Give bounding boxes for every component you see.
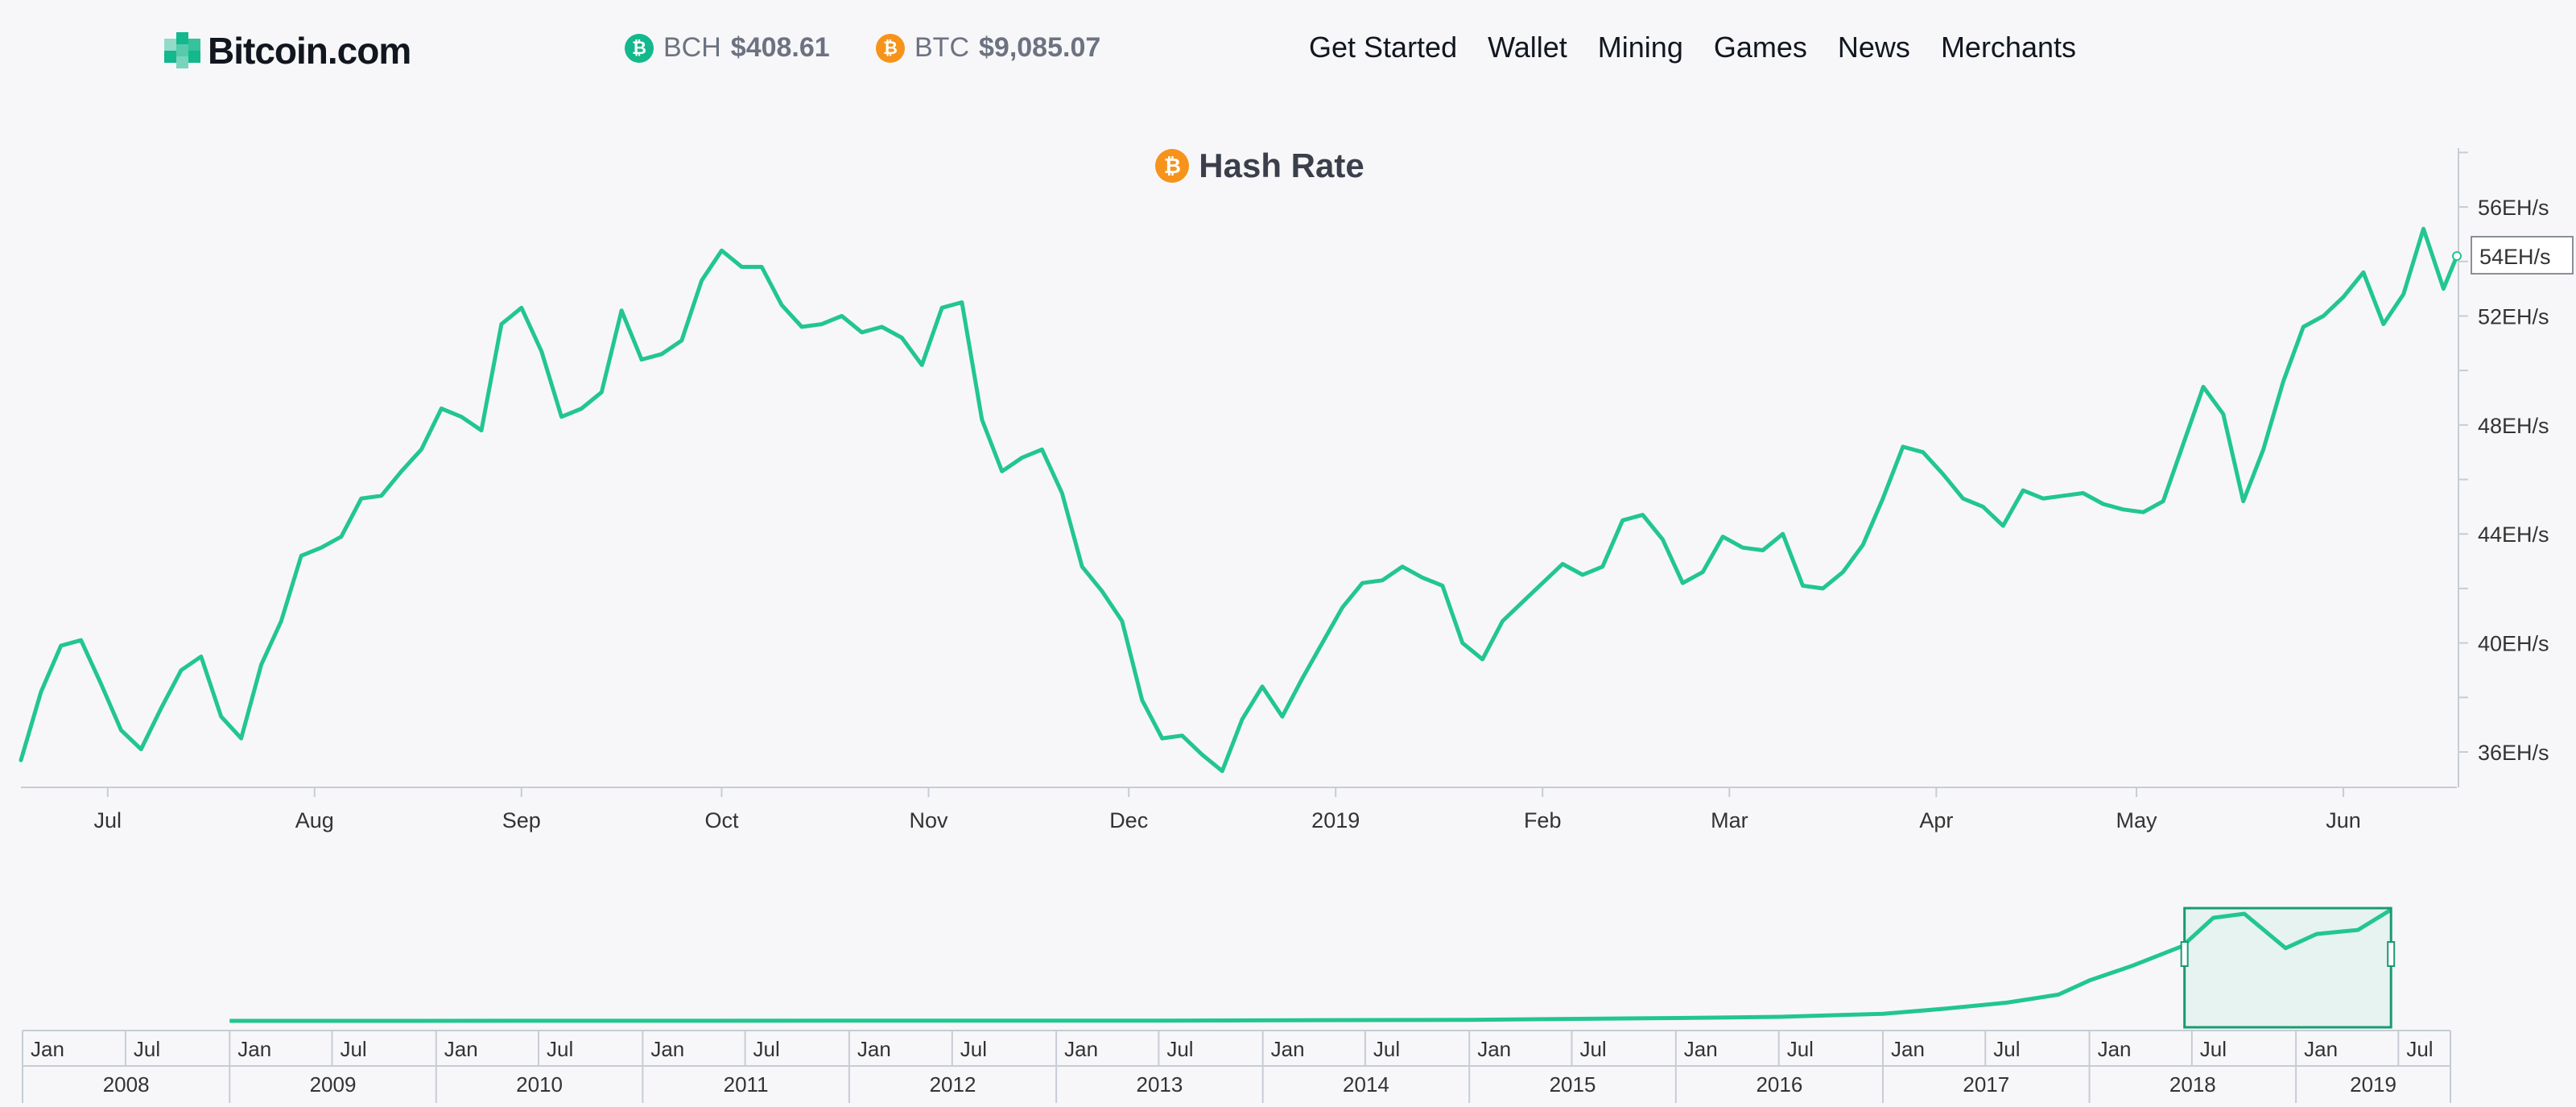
navigator-month-label: Jan: [237, 1037, 271, 1061]
chart-axes: Jul Aug Sep Oct Nov Dec 2019 Feb Mar Apr May Jun 36E…: [21, 148, 2549, 832]
navigator-month-label: Jan: [1064, 1037, 1098, 1061]
navigator-year-label: 2008: [103, 1072, 150, 1097]
navigator-year-label: 2011: [724, 1072, 769, 1097]
main-nav: Get Started Wallet Mining Games News Mer…: [1309, 31, 2076, 64]
btc-coin-icon: ₿: [1155, 149, 1190, 183]
logo-text: Bitcoin.com: [208, 30, 411, 72]
y-tick-label: 40EH/s: [2478, 632, 2549, 656]
navigator[interactable]: Jan Jul Jan Jul Jan Jul Jan Jul Jan Jul Jan Jul Jan J…: [22, 907, 2451, 1103]
btc-price-ticker[interactable]: ₿ BTC $9,085.07: [876, 32, 1100, 64]
navigator-month-label: Jan: [650, 1037, 684, 1061]
btc-coin-icon: ₿: [876, 33, 905, 63]
y-tick-label: 52EH/s: [2478, 304, 2549, 328]
bch-price-ticker[interactable]: ₿ BCH $408.61: [625, 32, 830, 64]
current-value-label: 54EH/s: [2479, 245, 2551, 269]
x-tick-label: May: [2116, 808, 2158, 832]
navigator-month-label: Jul: [753, 1037, 780, 1061]
y-tick-label: 44EH/s: [2478, 523, 2549, 547]
bch-price: $408.61: [730, 32, 830, 63]
navigator-month-label: Jan: [444, 1037, 478, 1061]
current-value-box: [2471, 236, 2574, 275]
navigator-year-label: 2013: [1136, 1072, 1183, 1097]
navigator-month-label: Jul: [960, 1037, 987, 1061]
navigator-month-label: Jan: [857, 1037, 891, 1061]
navigator-month-label: Jan: [1891, 1037, 1925, 1061]
bch-symbol: BCH: [663, 32, 721, 63]
nav-mining[interactable]: Mining: [1597, 31, 1683, 64]
navigator-year-label: 2014: [1343, 1072, 1389, 1097]
x-tick-label: Nov: [909, 808, 948, 832]
x-tick-label: Jul: [94, 808, 122, 832]
nav-wallet[interactable]: Wallet: [1488, 31, 1567, 64]
y-tick-label: 56EH/s: [2478, 196, 2549, 220]
nav-games[interactable]: Games: [1713, 31, 1807, 64]
chart-series: 54EH/s: [19, 226, 2574, 774]
navigator-year-label: 2017: [1963, 1072, 2009, 1097]
navigator-year-label: 2012: [930, 1072, 976, 1097]
navigator-month-label: Jan: [1477, 1037, 1511, 1061]
x-tick-label: Sep: [502, 808, 541, 832]
navigator-year-label: 2019: [2350, 1072, 2396, 1097]
navigator-month-label: Jan: [1684, 1037, 1718, 1061]
navigator-month-label: Jul: [2200, 1037, 2227, 1061]
x-tick-label: 2019: [1311, 808, 1360, 832]
x-tick-label: Apr: [1919, 808, 1953, 832]
navigator-month-label: Jul: [1579, 1037, 1606, 1061]
nav-merchants[interactable]: Merchants: [1940, 31, 2077, 64]
navigator-year-label: 2015: [1550, 1072, 1596, 1097]
navigator-handle-right: [2387, 941, 2396, 967]
nav-get-started[interactable]: Get Started: [1309, 31, 1458, 64]
navigator-month-label: Jan: [2304, 1037, 2338, 1061]
navigator-year-label: 2018: [2169, 1072, 2216, 1097]
btc-price: $9,085.07: [979, 32, 1101, 63]
y-tick-label: 36EH/s: [2478, 741, 2549, 765]
x-tick-label: Feb: [1524, 808, 1562, 832]
navigator-month-label: Jul: [2406, 1037, 2433, 1061]
x-tick-label: Oct: [704, 808, 739, 832]
navigator-month-label: Jul: [547, 1037, 573, 1061]
navigator-month-label: Jan: [31, 1037, 64, 1061]
navigator-year-label: 2010: [516, 1072, 563, 1097]
x-tick-label: Jun: [2326, 808, 2361, 832]
navigator-year-label: 2016: [1756, 1072, 1802, 1097]
current-value-marker: [2452, 251, 2462, 261]
nav-news[interactable]: News: [1837, 31, 1910, 64]
chart-title-text: Hash Rate: [1199, 147, 1364, 184]
x-tick-label: Mar: [1711, 808, 1748, 832]
navigator-month-label: Jul: [340, 1037, 366, 1061]
navigator-selection: [2183, 907, 2392, 1029]
y-tick-label: 48EH/s: [2478, 414, 2549, 438]
navigator-month-label: Jul: [134, 1037, 160, 1061]
hash-rate-line: [19, 226, 2459, 774]
x-tick-label: Dec: [1109, 808, 1148, 832]
bitcoin-com-logo[interactable]: Bitcoin.com: [164, 29, 411, 72]
navigator-overview-line: [229, 907, 2392, 1023]
btc-symbol: BTC: [914, 32, 969, 63]
navigator-month-label: Jan: [1271, 1037, 1305, 1061]
bch-coin-icon: ₿: [625, 33, 654, 63]
navigator-month-label: Jul: [1373, 1037, 1400, 1061]
x-tick-label: Aug: [295, 808, 334, 832]
navigator-handle-left: [2180, 941, 2189, 967]
navigator-month-label: Jul: [1993, 1037, 2020, 1061]
site-header: Bitcoin.com ₿ BCH $408.61 ₿ BTC $9,085.0…: [0, 0, 2576, 105]
navigator-month-label: Jul: [1166, 1037, 1193, 1061]
logo-mark-icon: [164, 32, 201, 69]
chart-title: ₿ Hash Rate: [0, 147, 2520, 185]
navigator-month-label: Jan: [2098, 1037, 2132, 1061]
navigator-month-label: Jul: [1787, 1037, 1814, 1061]
navigator-year-label: 2009: [310, 1072, 357, 1097]
